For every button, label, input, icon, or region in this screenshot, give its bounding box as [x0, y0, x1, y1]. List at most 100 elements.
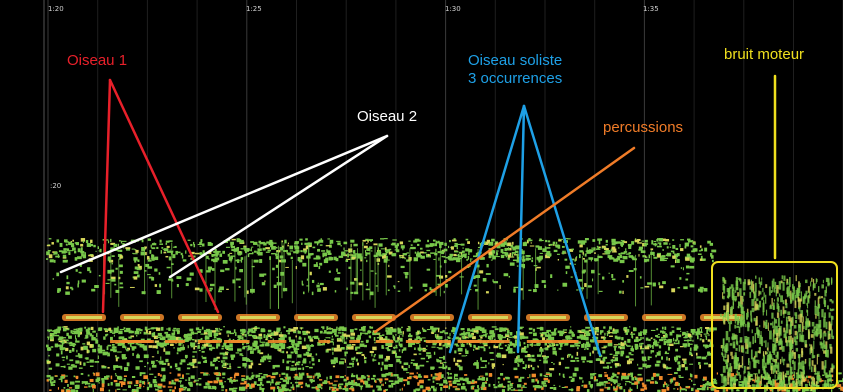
spectrogram-speck	[449, 258, 454, 261]
spectrogram-speck	[517, 326, 523, 330]
spectrogram-speck	[447, 336, 450, 339]
spectrogram-speck	[46, 244, 51, 247]
spectrogram-speck	[279, 386, 281, 389]
engine-noise-speck	[760, 331, 762, 339]
spectrogram-speck	[113, 380, 118, 383]
spectrogram-speck	[300, 386, 303, 389]
spectrogram-speck	[355, 383, 361, 387]
spectrogram-speck	[107, 354, 110, 357]
engine-noise-speck	[751, 384, 754, 387]
spectrogram-speck	[229, 363, 231, 368]
engine-noise-speck	[754, 355, 756, 359]
spectrogram-speck	[541, 337, 546, 341]
spectrogram-speck	[60, 375, 65, 379]
spectrogram-speck	[351, 254, 357, 259]
spectrogram-speck	[453, 377, 459, 380]
spectrogram-speck	[62, 359, 65, 361]
spectrogram-speck	[419, 379, 424, 384]
spectrogram-speck	[539, 373, 543, 377]
spectrogram-speck	[422, 252, 427, 254]
engine-noise-speck	[805, 321, 808, 325]
spectrogram-speck	[68, 342, 73, 345]
engine-noise-speck	[739, 374, 742, 378]
spectrogram-speck	[97, 348, 103, 352]
spectrogram-speck	[707, 352, 712, 356]
spectrogram-speck	[495, 256, 500, 258]
spectrogram-speck	[791, 382, 793, 384]
spectrogram-speck	[388, 380, 394, 383]
spectrogram-speck	[193, 345, 196, 350]
spectrogram-speck	[432, 327, 437, 331]
engine-noise-speck	[740, 295, 743, 305]
spectrogram-speck	[594, 328, 600, 333]
spectrogram-speck	[357, 255, 361, 259]
spectrogram-speck	[681, 388, 686, 391]
spectrogram-speck	[473, 284, 477, 287]
engine-noise-speck	[781, 380, 785, 390]
engine-noise-speck	[751, 288, 754, 293]
spectrogram-speck	[418, 353, 422, 355]
spectrogram-speck	[329, 239, 334, 244]
spectrogram-speck	[248, 377, 252, 381]
bird-call-core	[240, 316, 276, 319]
spectrogram-speck	[488, 362, 490, 365]
spectrogram-speck	[154, 376, 157, 378]
spectrogram-speck	[345, 382, 349, 387]
spectrogram-speck	[592, 278, 594, 282]
spectrogram-speck	[566, 238, 571, 240]
spectrogram-speck	[707, 334, 710, 336]
spectrogram-speck	[210, 329, 213, 332]
spectrogram-speck	[141, 291, 146, 295]
spectrogram-speck	[86, 243, 91, 247]
spectrogram-speck	[336, 326, 338, 331]
spectrogram-speck	[557, 330, 562, 334]
spectrogram-speck	[136, 387, 142, 389]
spectrogram-speck	[369, 291, 374, 296]
spectrogram-speck	[416, 337, 419, 340]
spectrogram-speck	[360, 269, 362, 271]
spectrogram-speck	[686, 331, 689, 333]
spectrogram-speck	[629, 358, 634, 361]
spectrogram-speck	[465, 248, 470, 252]
spectrogram-speck	[75, 360, 80, 364]
spectrogram-speck	[229, 332, 235, 335]
spectrogram-speck	[498, 344, 501, 348]
spectrogram-speck	[456, 388, 460, 390]
spectrogram-speck	[63, 365, 66, 368]
spectrogram-speck	[347, 381, 353, 386]
spectrogram-speck	[542, 384, 547, 387]
spectrogram-speck	[672, 377, 676, 381]
spectrogram-speck	[466, 380, 469, 384]
engine-noise-speck	[723, 317, 726, 325]
spectrogram-speck	[385, 373, 390, 376]
engine-noise-speck	[742, 381, 745, 390]
spectrogram-speck	[676, 334, 679, 338]
spectrogram-speck	[322, 253, 325, 258]
spectrogram-speck	[465, 332, 471, 334]
spectrogram-speck	[72, 364, 75, 366]
spectrogram-speck	[131, 248, 135, 250]
spectrogram-speck	[179, 347, 184, 351]
spectrogram-speck	[560, 347, 562, 351]
spectrogram-speck	[516, 356, 518, 360]
spectrogram-speck	[194, 379, 197, 382]
spectrogram-speck	[189, 328, 194, 332]
spectrogram-speck	[467, 333, 469, 336]
spectrogram-speck	[350, 239, 355, 243]
engine-noise-speck	[794, 294, 796, 305]
spectrogram-speck	[560, 357, 565, 360]
spectrogram-speck	[128, 336, 132, 339]
spectrogram-speck	[334, 332, 337, 336]
spectrogram-speck	[492, 255, 496, 260]
spectrogram-speck	[387, 328, 393, 331]
spectrogram-speck	[122, 345, 126, 349]
spectrogram-speck	[277, 347, 279, 351]
spectrogram-speck	[243, 346, 248, 348]
spectrogram-speck	[435, 373, 440, 376]
spectrogram-speck	[216, 377, 220, 380]
spectrogram-speck	[674, 372, 678, 375]
spectrogram-speck	[625, 355, 630, 358]
spectrogram-speck	[375, 333, 381, 335]
